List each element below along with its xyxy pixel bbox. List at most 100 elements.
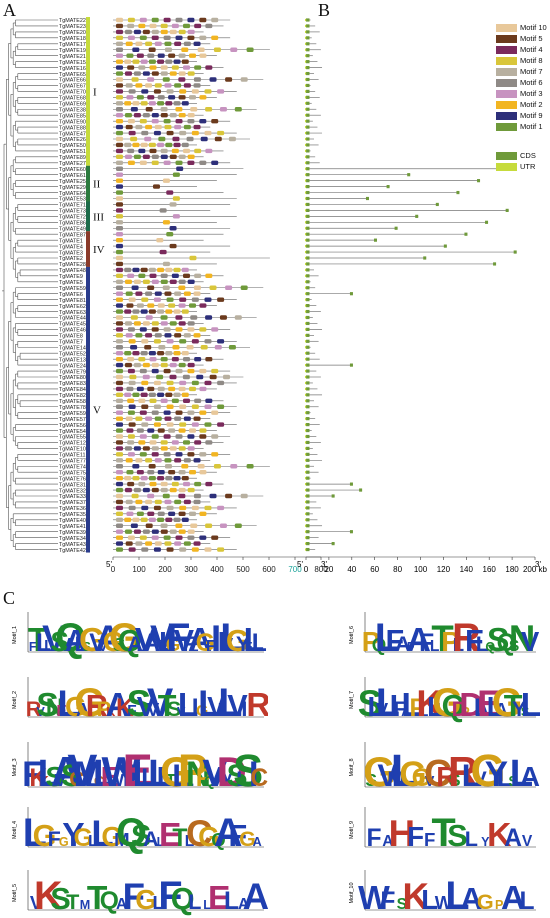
motif-box [181, 351, 189, 356]
motif-box [116, 422, 123, 427]
motif-box [223, 374, 231, 380]
cds-block [306, 208, 310, 212]
motif-box [124, 309, 132, 314]
legend-motif-entry: Motif 2 [496, 99, 547, 110]
motif-box [181, 267, 189, 273]
logo-residue: S [36, 687, 58, 724]
gene-label: TgMATE47 [59, 131, 86, 137]
motif-box [205, 440, 213, 445]
clade-bar [86, 231, 90, 267]
motif-box [199, 35, 207, 41]
logo-residue: F [228, 819, 247, 853]
motif-box [116, 297, 123, 302]
utr-block [305, 536, 307, 539]
motif-box [205, 23, 213, 29]
motif-box [136, 303, 144, 308]
logo-residue: Y [236, 631, 251, 656]
logo-residue: L [497, 765, 512, 792]
motif-box [211, 434, 219, 439]
utr-block [305, 215, 307, 218]
gene-label: TgMATE66 [59, 78, 86, 84]
motif-box [140, 267, 148, 273]
utr-block [305, 209, 307, 212]
motif-box [204, 297, 212, 302]
motif-box [126, 511, 134, 517]
motif-box [116, 249, 123, 255]
motif-box [181, 309, 189, 314]
motif-box [191, 380, 199, 386]
logo-residue: W [107, 770, 124, 790]
motif-box [126, 386, 134, 392]
utr-block [305, 375, 307, 379]
logo-residue: V [376, 699, 389, 720]
logo-residue: L [218, 699, 229, 720]
motif-box [173, 517, 181, 522]
motif-box [164, 464, 172, 469]
motif-box [145, 499, 153, 505]
gene-label: TgMATE70 [59, 90, 86, 96]
motif-box [149, 273, 157, 279]
phylogeny-motif-gene-structure-figure: TgMATE22TgMATE23TgMATE20TgMATE18TgMATE17… [2, 17, 548, 574]
logo-residue: E [56, 703, 66, 720]
utr-block [305, 411, 307, 414]
motif-box [136, 470, 144, 475]
motif-box [228, 136, 236, 142]
clade-label: II [93, 179, 101, 191]
motif-box [157, 59, 165, 64]
gene-label: TgMATE81 [59, 298, 86, 304]
motif-box [178, 511, 186, 517]
motif-box [140, 392, 148, 398]
motif-box [157, 303, 165, 308]
motif-box [160, 446, 168, 451]
gene-axis-tick-label: 20 [324, 565, 333, 574]
motif-box [173, 475, 181, 481]
motif-box [151, 327, 159, 332]
motif-box [199, 368, 207, 374]
motif-box [171, 65, 179, 70]
logo-motif-id: Motif_9 [349, 821, 355, 839]
motif-box [165, 101, 173, 106]
motif-box [219, 315, 227, 320]
logo-residue: S [113, 634, 125, 655]
utr-block [305, 393, 307, 396]
logo-residue: P [196, 765, 212, 792]
motif-box [187, 17, 195, 23]
logo-residue: L [487, 691, 504, 722]
logo-residue: I [390, 689, 399, 723]
motif-box [174, 458, 182, 463]
motif-box [124, 101, 132, 106]
gene-label: TgMATE42 [59, 548, 86, 554]
motif-box [116, 237, 123, 243]
motif-box [168, 386, 176, 392]
gene-label: TgMATE3 [59, 250, 83, 256]
motif-box [116, 511, 123, 517]
motif-box [127, 327, 135, 332]
motif-box [116, 434, 123, 439]
motif-box [116, 220, 123, 225]
utr-block [305, 417, 307, 420]
logo-residue: L [148, 752, 171, 795]
logo-residue: A [127, 631, 143, 656]
logo-residue: G [432, 681, 463, 725]
logo-residue: L [520, 888, 535, 915]
gene-label: TgMATE85 [59, 113, 86, 119]
motif-box [163, 535, 171, 540]
motif-box [199, 17, 207, 23]
motif-box [140, 517, 148, 522]
motif-box [164, 333, 172, 338]
motif-box [148, 517, 156, 522]
logo-residue: K [487, 817, 511, 854]
motif-box [181, 142, 189, 148]
motif-box [230, 47, 238, 52]
panel-c: C Motif_1 F T L L V S V Q A L S G V V A G S G Q A L V A Y V L G F V F L… [0, 588, 550, 918]
motif-box [116, 136, 123, 142]
motif-box [133, 529, 141, 534]
motif-box [148, 267, 156, 273]
logo-residue: A [143, 826, 159, 851]
logo-residue: G [103, 626, 124, 657]
gene-label: TgMATE14 [59, 345, 86, 351]
legend-swatch [496, 151, 517, 160]
logo-residue: C [69, 768, 84, 791]
